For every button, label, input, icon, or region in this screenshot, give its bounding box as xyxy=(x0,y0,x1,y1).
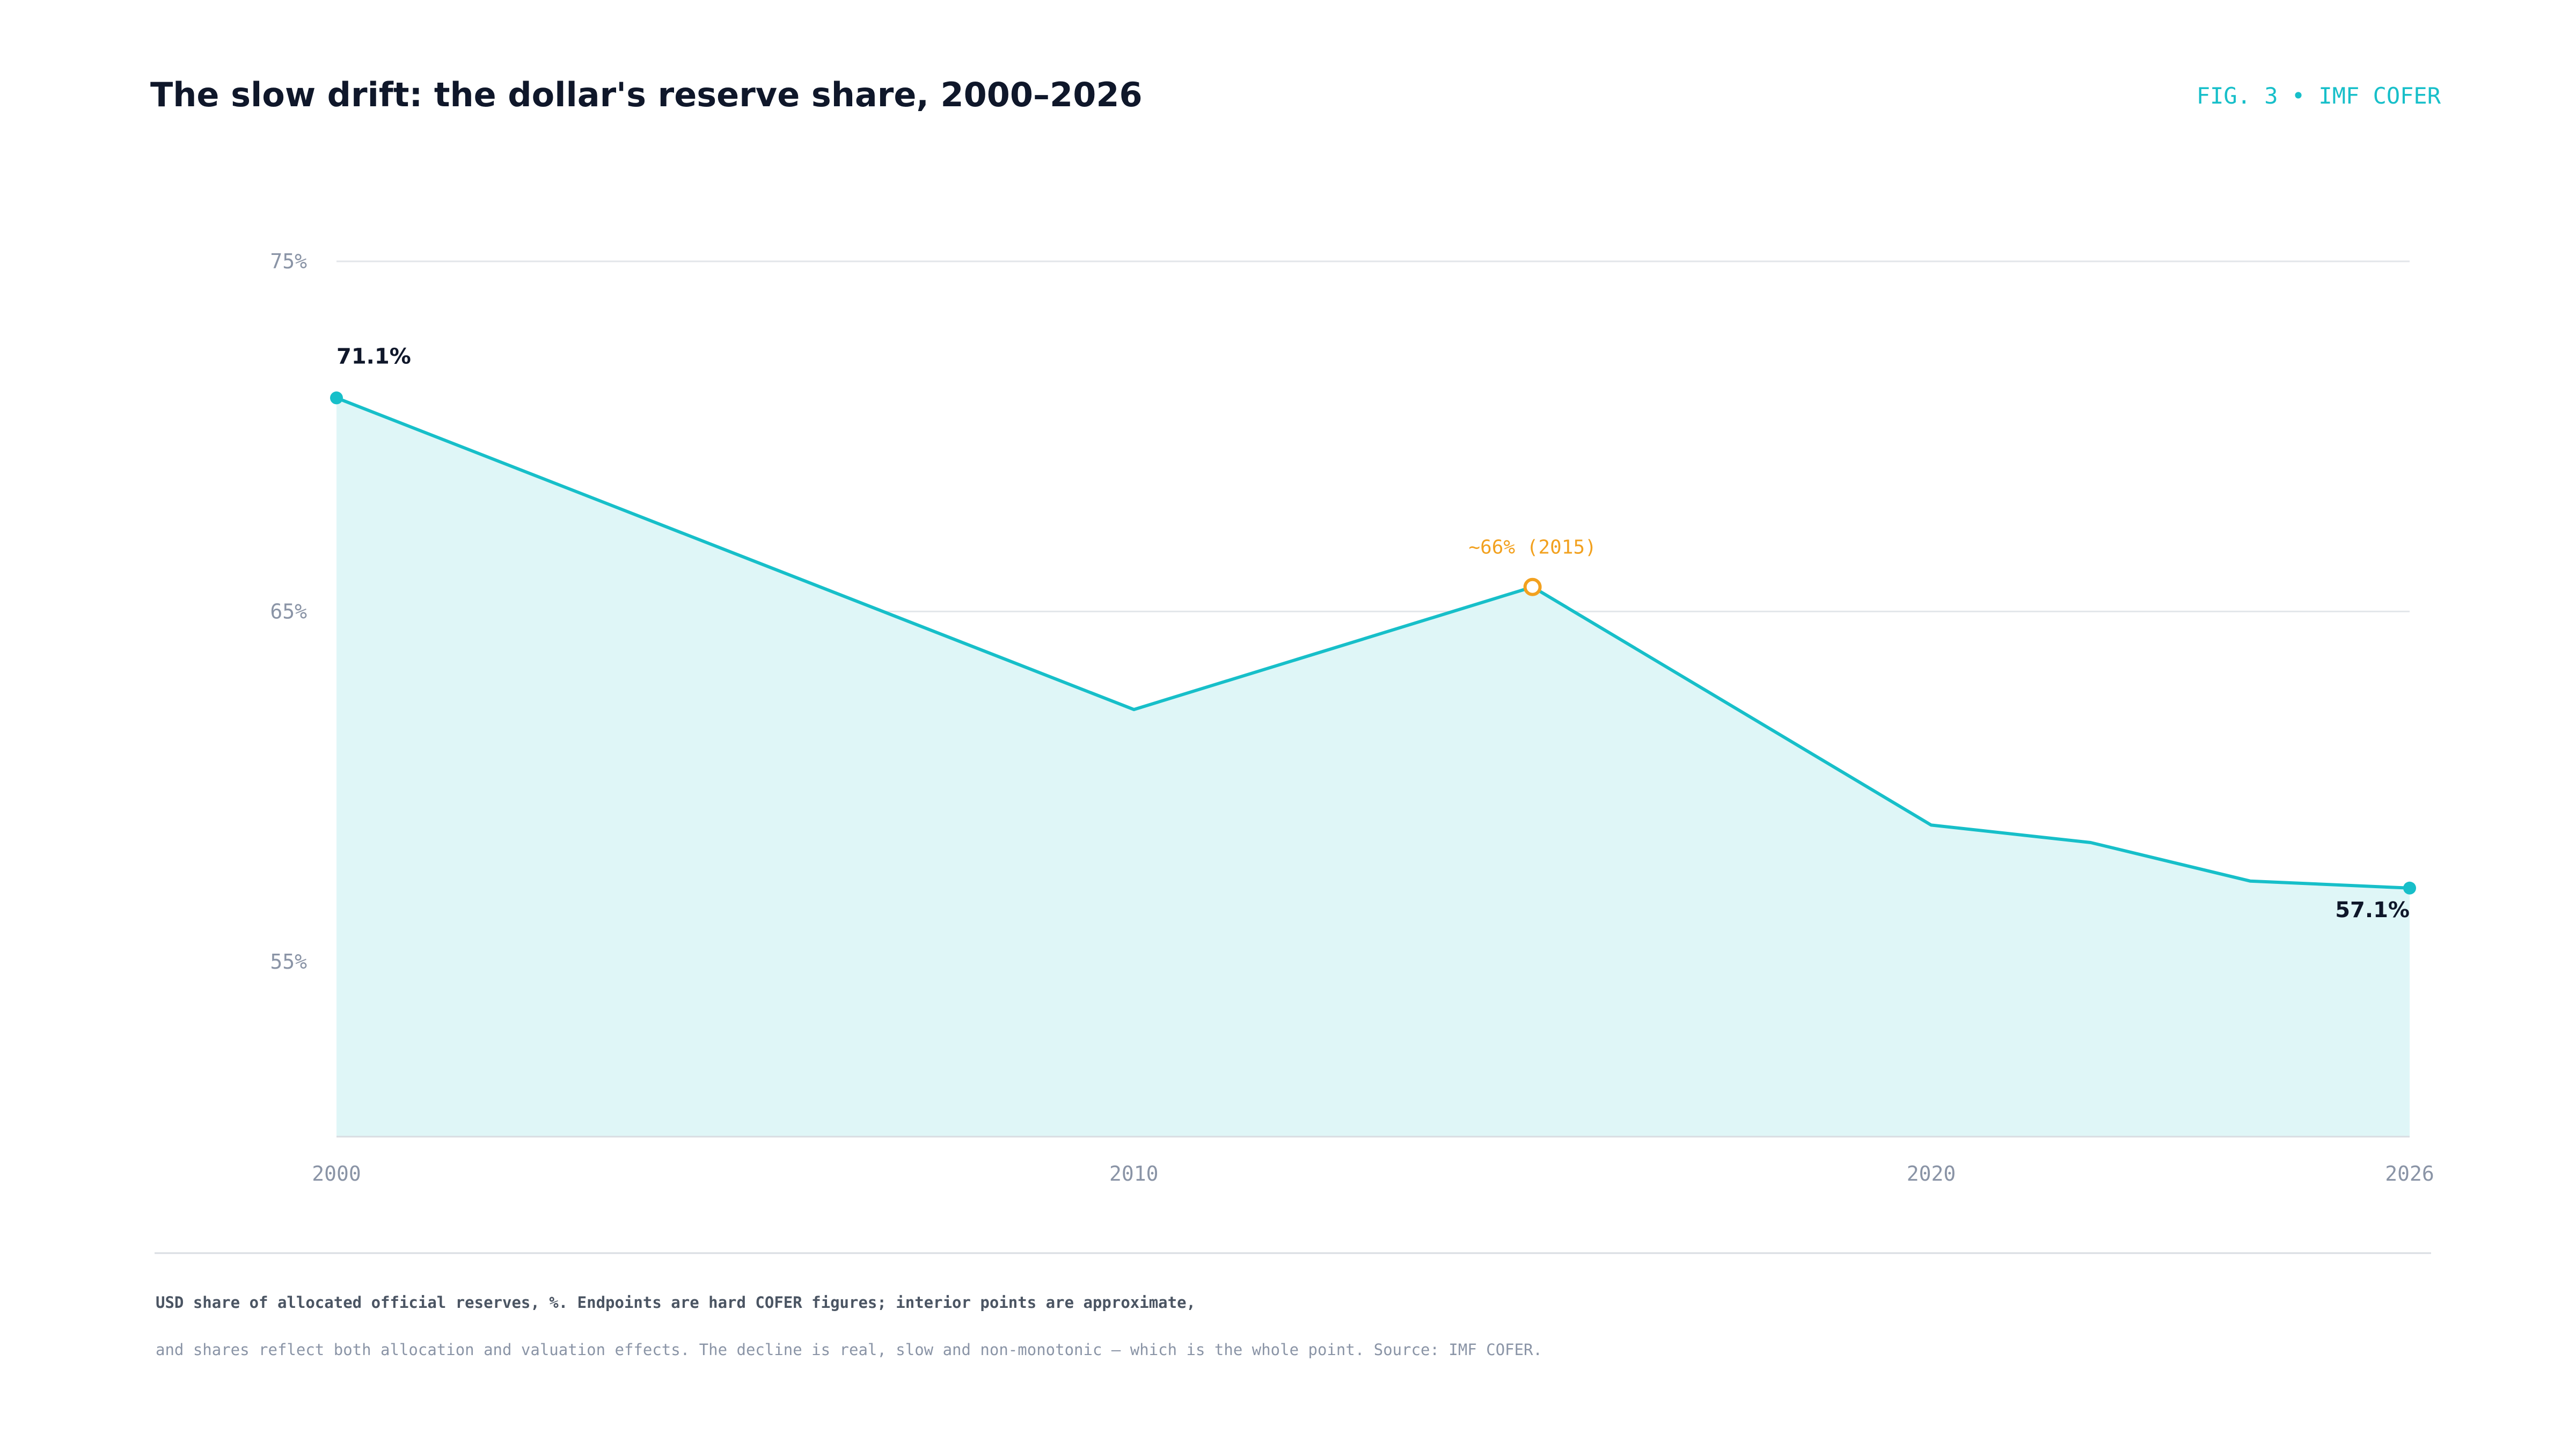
start-point-marker xyxy=(330,391,343,405)
chart-title: The slow drift: the dollar's reserve sha… xyxy=(150,75,1143,114)
end-point-marker xyxy=(2403,881,2416,895)
annotation-marker xyxy=(1523,577,1542,596)
area-fill xyxy=(336,398,2410,1137)
series-line xyxy=(335,396,2410,890)
x-tick-label: 2010 xyxy=(1109,1162,1159,1185)
y-tick-label: 75% xyxy=(270,250,307,273)
footnote-line-2: and shares reflect both allocation and v… xyxy=(156,1341,1543,1359)
x-tick-label: 2020 xyxy=(1907,1162,1956,1185)
y-tick-label: 55% xyxy=(270,950,307,974)
x-tick-labels: 2000 2010 2020 2026 xyxy=(312,1162,2434,1185)
end-value-label: 57.1% xyxy=(2335,898,2410,923)
annotation-label: ~66% (2015) xyxy=(1468,537,1596,559)
footnote-line-1: USD share of allocated official reserves… xyxy=(156,1293,1196,1312)
start-value-label: 71.1% xyxy=(336,344,411,369)
figure-tag: FIG. 3 • IMF COFER xyxy=(2196,83,2441,109)
y-tick-label: 65% xyxy=(270,599,307,623)
x-tick-label: 2026 xyxy=(2385,1162,2434,1185)
x-tick-label: 2000 xyxy=(312,1162,361,1185)
